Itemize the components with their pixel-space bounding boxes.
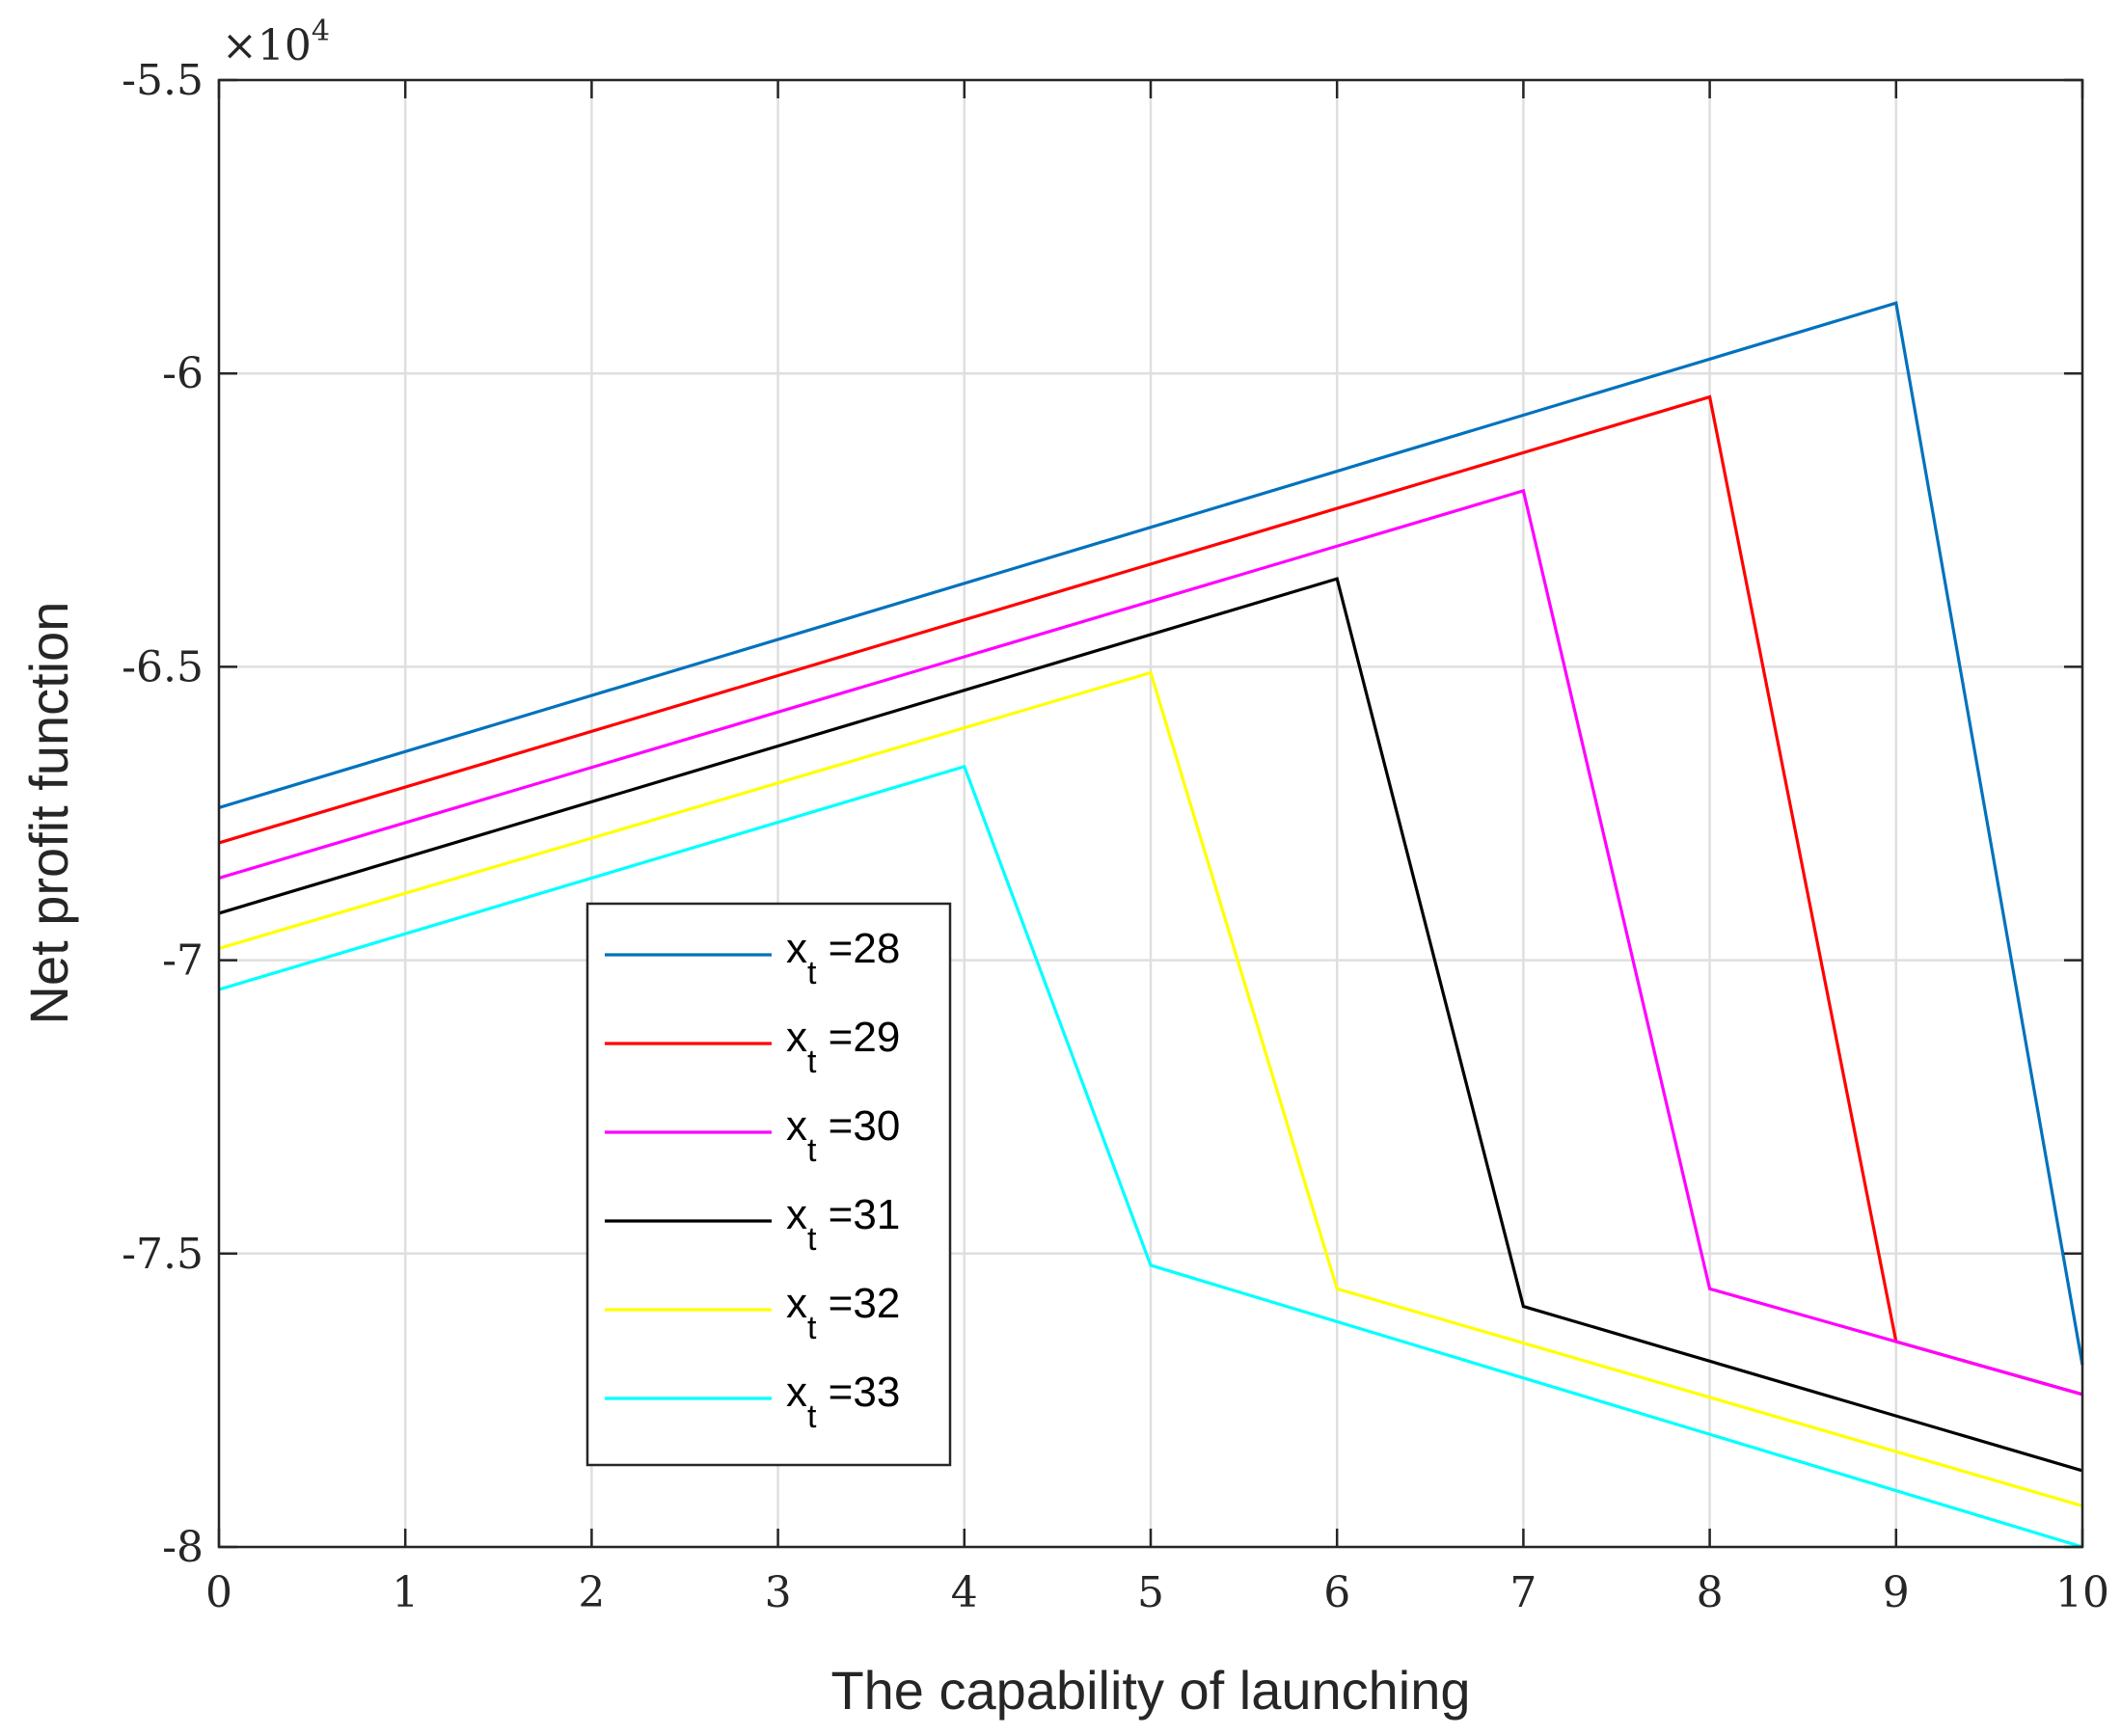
series-line-0 [218, 301, 2084, 1366]
y-exponent-power: 4 [312, 14, 330, 48]
x-tick-label: 5 [1137, 1568, 1164, 1617]
y-tick-label: -7 [162, 936, 204, 986]
legend-label-4: xt =32 [786, 1280, 900, 1346]
x-tick-label: 1 [392, 1568, 419, 1617]
x-tick-label: 8 [1697, 1568, 1724, 1617]
x-axis-label: The capability of launching [830, 1660, 1470, 1721]
tick-marks [217, 78, 2084, 1549]
legend-label-value: =32 [816, 1280, 900, 1327]
series-lines [218, 301, 2084, 1549]
x-tick-label: 2 [578, 1568, 605, 1617]
legend-label-2: xt =30 [786, 1102, 900, 1169]
legend-label-1: xt =29 [786, 1014, 900, 1080]
legend-label-sub: t [807, 1221, 817, 1258]
legend-label-0: xt =28 [786, 925, 900, 991]
y-tick-label: -6.5 [122, 642, 204, 692]
legend-label-main: x [786, 1014, 807, 1061]
legend-label-value: =33 [816, 1369, 900, 1416]
x-tick-label: 10 [2055, 1568, 2109, 1617]
x-tick-labels: 0 1 2 3 4 5 6 7 8 9 10 [205, 1568, 2109, 1617]
y-exponent-base: ×10 [222, 21, 312, 70]
x-tick-label: 7 [1509, 1568, 1536, 1617]
legend-box [585, 902, 952, 1467]
y-tick-label: -8 [162, 1523, 204, 1572]
series-line-3 [218, 577, 2083, 1473]
legend-label-value: =31 [816, 1191, 900, 1238]
y-axis-label: Net profit function [18, 602, 79, 1025]
series-line-5 [218, 764, 2083, 1549]
legend-label-sub: t [807, 1132, 817, 1169]
legend-label-sub: t [807, 955, 817, 991]
x-tick-label: 6 [1323, 1568, 1350, 1617]
y-exponent-label: ×104 [222, 14, 330, 70]
legend-label-3: xt =31 [786, 1191, 900, 1258]
series-line-4 [218, 670, 2083, 1507]
legend-label-sub: t [807, 1310, 817, 1346]
legend-label-sub: t [807, 1044, 817, 1080]
x-tick-label: 4 [951, 1568, 978, 1617]
legend-label-main: x [786, 1102, 807, 1150]
y-tick-label: -7.5 [122, 1230, 204, 1279]
legend-label-value: =29 [816, 1014, 900, 1061]
x-tick-label: 0 [205, 1568, 232, 1617]
legend-label-main: x [786, 1191, 807, 1238]
legend-label-value: =30 [816, 1102, 900, 1150]
legend-label-5: xt =33 [786, 1369, 900, 1435]
legend-label-main: x [786, 1280, 807, 1327]
legend-label-sub: t [807, 1398, 817, 1435]
x-tick-label: 9 [1883, 1568, 1910, 1617]
y-tick-label: -5.5 [122, 56, 204, 105]
legend-label-main: x [786, 1369, 807, 1416]
legend-label-main: x [786, 925, 807, 972]
legend-label-value: =28 [816, 925, 900, 972]
series-line-2 [218, 488, 2083, 1397]
y-tick-label: -6 [162, 349, 204, 398]
y-tick-labels: -8 -7.5 -7 -6.5 -6 -5.5 [122, 56, 204, 1572]
x-tick-label: 3 [765, 1568, 792, 1617]
